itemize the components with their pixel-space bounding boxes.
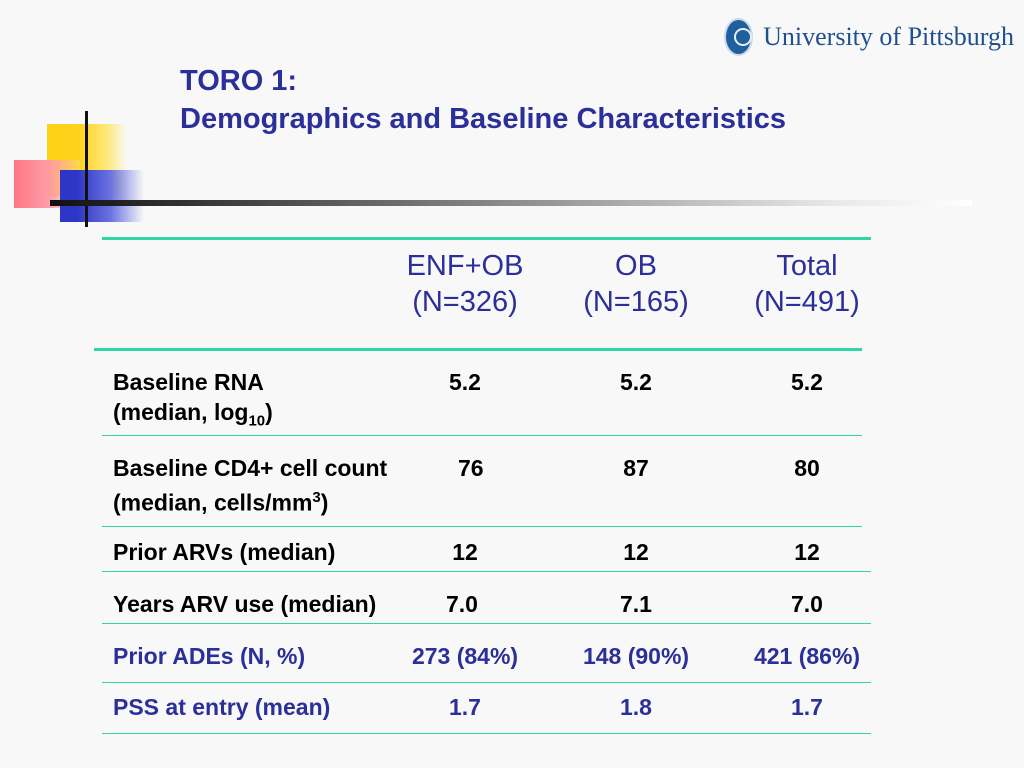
row-label-years-arv-use: Years ARV use (median)	[113, 591, 377, 617]
column-n: (N=491)	[754, 286, 860, 318]
title-line-1: TORO 1:	[180, 65, 298, 97]
row-sublabel: (median, cells/mm3)	[113, 483, 387, 518]
table-cell: 7.1	[620, 591, 652, 617]
table-header-rule	[94, 348, 862, 351]
university-logo: University of Pittsburgh	[724, 15, 1014, 59]
sublabel-suffix: )	[265, 399, 273, 425]
table-cell: 76	[458, 455, 484, 481]
table-cell: 5.2	[449, 369, 481, 395]
table-cell: 12	[452, 539, 478, 565]
table-cell: 87	[623, 455, 649, 481]
sublabel-subscript: 10	[248, 412, 266, 430]
row-label-prior-arvs: Prior ARVs (median)	[113, 539, 336, 565]
table-cell: 80	[794, 455, 820, 481]
table-cell: 421 (86%)	[753, 643, 861, 669]
column-header-enf-ob: ENF+OB (N=326)	[380, 248, 550, 320]
row-divider	[102, 682, 871, 683]
row-label-baseline-cd4: Baseline CD4+ cell count (median, cells/…	[113, 453, 387, 518]
slide-title: TORO 1: Demographics and Baseline Charac…	[180, 62, 786, 138]
sublabel-superscript: 3	[312, 489, 321, 506]
decor-blue-square	[60, 170, 144, 222]
table-cell: 1.8	[620, 694, 652, 720]
logo-text: University of Pittsburgh	[763, 22, 1014, 51]
row-divider	[102, 623, 871, 624]
row-divider	[102, 526, 862, 527]
row-label-baseline-rna: Baseline RNA (median, log10)	[113, 367, 273, 437]
row-label-prior-ades: Prior ADEs (N, %)	[113, 643, 306, 669]
table-cell: 5.2	[620, 369, 652, 395]
column-header-ob: OB (N=165)	[551, 248, 721, 320]
column-name: ENF+OB	[406, 250, 524, 282]
table-cell: 12	[794, 539, 820, 565]
row-sublabel: (median, log10)	[113, 397, 273, 437]
column-name: Total	[776, 250, 838, 282]
row-divider	[102, 571, 871, 572]
table-cell: 148 (90%)	[582, 643, 690, 669]
column-header-total: Total (N=491)	[722, 248, 892, 320]
sublabel-prefix: (median, log	[113, 399, 249, 425]
university-seal-icon	[724, 18, 754, 56]
table-cell: 1.7	[791, 694, 823, 720]
decor-vertical-line	[85, 111, 88, 227]
row-divider	[102, 435, 862, 436]
sublabel-suffix: )	[320, 489, 329, 516]
sublabel-prefix: (median, cells/mm	[113, 489, 313, 516]
table-cell: 12	[623, 539, 649, 565]
column-n: (N=165)	[583, 286, 689, 318]
table-cell: 5.2	[791, 369, 823, 395]
table-cell: 1.7	[449, 694, 481, 720]
table-top-rule	[102, 237, 871, 240]
title-line-2: Demographics and Baseline Characteristic…	[180, 103, 787, 135]
table-cell: 273 (84%)	[411, 643, 519, 669]
table-cell: 7.0	[791, 591, 823, 617]
decor-horizontal-line	[50, 200, 972, 206]
table-bottom-rule	[102, 733, 871, 734]
row-label: Baseline RNA	[113, 369, 264, 395]
column-name: OB	[615, 250, 657, 282]
table-cell: 7.0	[446, 591, 478, 617]
row-label-pss-at-entry: PSS at entry (mean)	[113, 694, 331, 720]
column-n: (N=326)	[412, 286, 518, 318]
row-label: Baseline CD4+ cell count	[113, 455, 388, 481]
